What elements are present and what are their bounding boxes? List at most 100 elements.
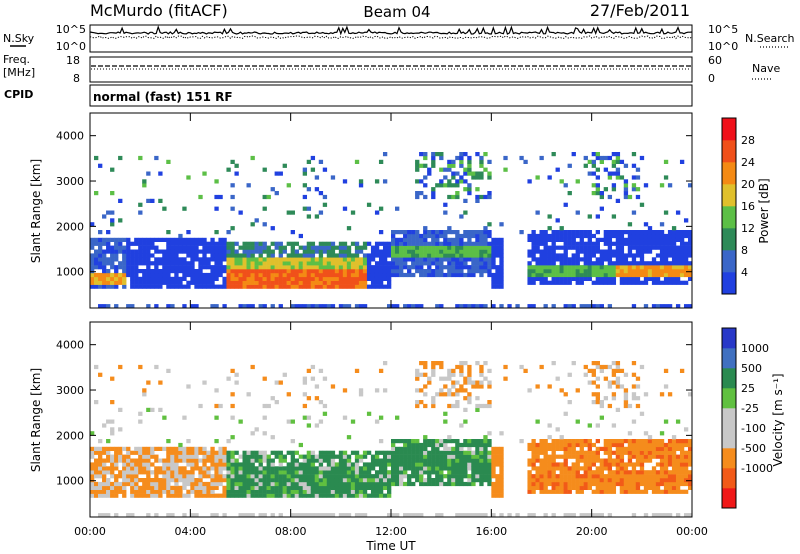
- velocity-cell: [214, 439, 219, 444]
- velocity-cell: [495, 458, 500, 463]
- power-cell: [471, 253, 476, 258]
- velocity-cell: [467, 513, 472, 518]
- power-cell: [354, 276, 360, 281]
- velocity-cell: [166, 450, 171, 455]
- power-cell: [282, 269, 287, 274]
- velocity-cell: [587, 439, 592, 444]
- power-cell: [679, 261, 685, 266]
- velocity-cell: [471, 380, 476, 385]
- power-cell: [98, 280, 103, 285]
- power-cell: [242, 280, 247, 285]
- velocity-cell: [571, 466, 576, 471]
- velocity-cell: [419, 481, 424, 487]
- power-cell: [334, 245, 340, 250]
- velocity-cell: [539, 489, 544, 494]
- velocity-cell: [346, 462, 352, 467]
- velocity-cell: [611, 474, 617, 479]
- power-cell: [391, 253, 396, 258]
- velocity-cell: [611, 462, 617, 467]
- velocity-cell: [435, 361, 440, 366]
- power-cell: [407, 269, 412, 274]
- velocity-cell: [639, 454, 645, 459]
- power-cell: [242, 304, 247, 309]
- power-cell: [250, 272, 255, 278]
- power-cell: [455, 272, 460, 278]
- velocity-cell: [322, 450, 328, 455]
- power-cell: [547, 245, 552, 250]
- velocity-cell: [286, 419, 291, 424]
- power-cell: [667, 249, 673, 254]
- power-cell: [174, 276, 179, 281]
- power-cell: [254, 241, 259, 246]
- power-cell: [575, 210, 580, 215]
- velocity-cell: [555, 485, 560, 490]
- velocity-cell: [451, 462, 456, 467]
- velocity-colorbar-tick: 25: [741, 382, 755, 395]
- power-cell: [286, 253, 291, 258]
- velocity-cell: [310, 485, 316, 490]
- velocity-cell: [266, 474, 271, 479]
- velocity-cell: [262, 481, 267, 487]
- velocity-cell: [671, 481, 677, 487]
- velocity-cell: [459, 513, 464, 518]
- velocity-cell: [170, 485, 175, 490]
- power-cell: [679, 245, 685, 250]
- velocity-cell: [571, 446, 576, 451]
- velocity-cell: [342, 493, 348, 498]
- velocity-cell: [210, 493, 215, 498]
- power-cell: [635, 194, 641, 200]
- power-cell: [631, 280, 637, 285]
- power-cell: [655, 304, 661, 309]
- velocity-cell: [631, 361, 637, 366]
- velocity-cell: [206, 474, 211, 479]
- power-cell: [543, 241, 548, 246]
- power-cell: [447, 272, 452, 278]
- velocity-cell: [250, 458, 255, 463]
- power-cell: [234, 276, 239, 281]
- velocity-cell: [411, 454, 416, 459]
- velocity-cell: [354, 462, 360, 467]
- velocity-cell: [439, 478, 444, 483]
- power-cell: [499, 249, 504, 254]
- velocity-cell: [226, 485, 231, 490]
- velocity-cell: [591, 489, 596, 494]
- power-cell: [306, 249, 312, 254]
- velocity-cell: [98, 481, 103, 487]
- velocity-cell: [318, 470, 324, 475]
- power-cell: [579, 272, 584, 278]
- velocity-cell: [318, 513, 324, 518]
- power-cell: [559, 276, 564, 281]
- power-cell: [659, 230, 665, 235]
- power-cell: [198, 276, 203, 281]
- velocity-cell: [447, 446, 452, 451]
- velocity-cell: [575, 458, 580, 463]
- power-cell: [623, 187, 629, 192]
- velocity-cell: [467, 454, 472, 459]
- power-cell: [182, 284, 187, 289]
- velocity-cell: [487, 470, 492, 475]
- velocity-cell: [683, 470, 689, 475]
- power-cell: [206, 280, 211, 285]
- velocity-cell: [318, 481, 324, 487]
- power-cell: [679, 265, 685, 270]
- power-cell: [198, 241, 203, 246]
- velocity-cell: [679, 368, 685, 373]
- velocity-cell: [575, 485, 580, 490]
- velocity-cell: [619, 470, 625, 475]
- power-cell: [326, 276, 332, 281]
- power-cell: [198, 269, 203, 274]
- velocity-cell: [575, 474, 580, 479]
- power-cell: [318, 249, 324, 254]
- velocity-cell: [659, 513, 665, 518]
- velocity-cell: [218, 458, 223, 463]
- velocity-cell: [643, 481, 649, 487]
- velocity-cell: [543, 513, 548, 518]
- power-cell: [154, 237, 159, 242]
- velocity-cell: [146, 489, 151, 494]
- power-cell: [374, 261, 380, 266]
- velocity-cell: [110, 462, 115, 467]
- xtick-label: 04:00: [174, 525, 206, 538]
- velocity-cell: [675, 419, 681, 424]
- velocity-cell: [607, 481, 613, 487]
- velocity-cell: [535, 419, 540, 424]
